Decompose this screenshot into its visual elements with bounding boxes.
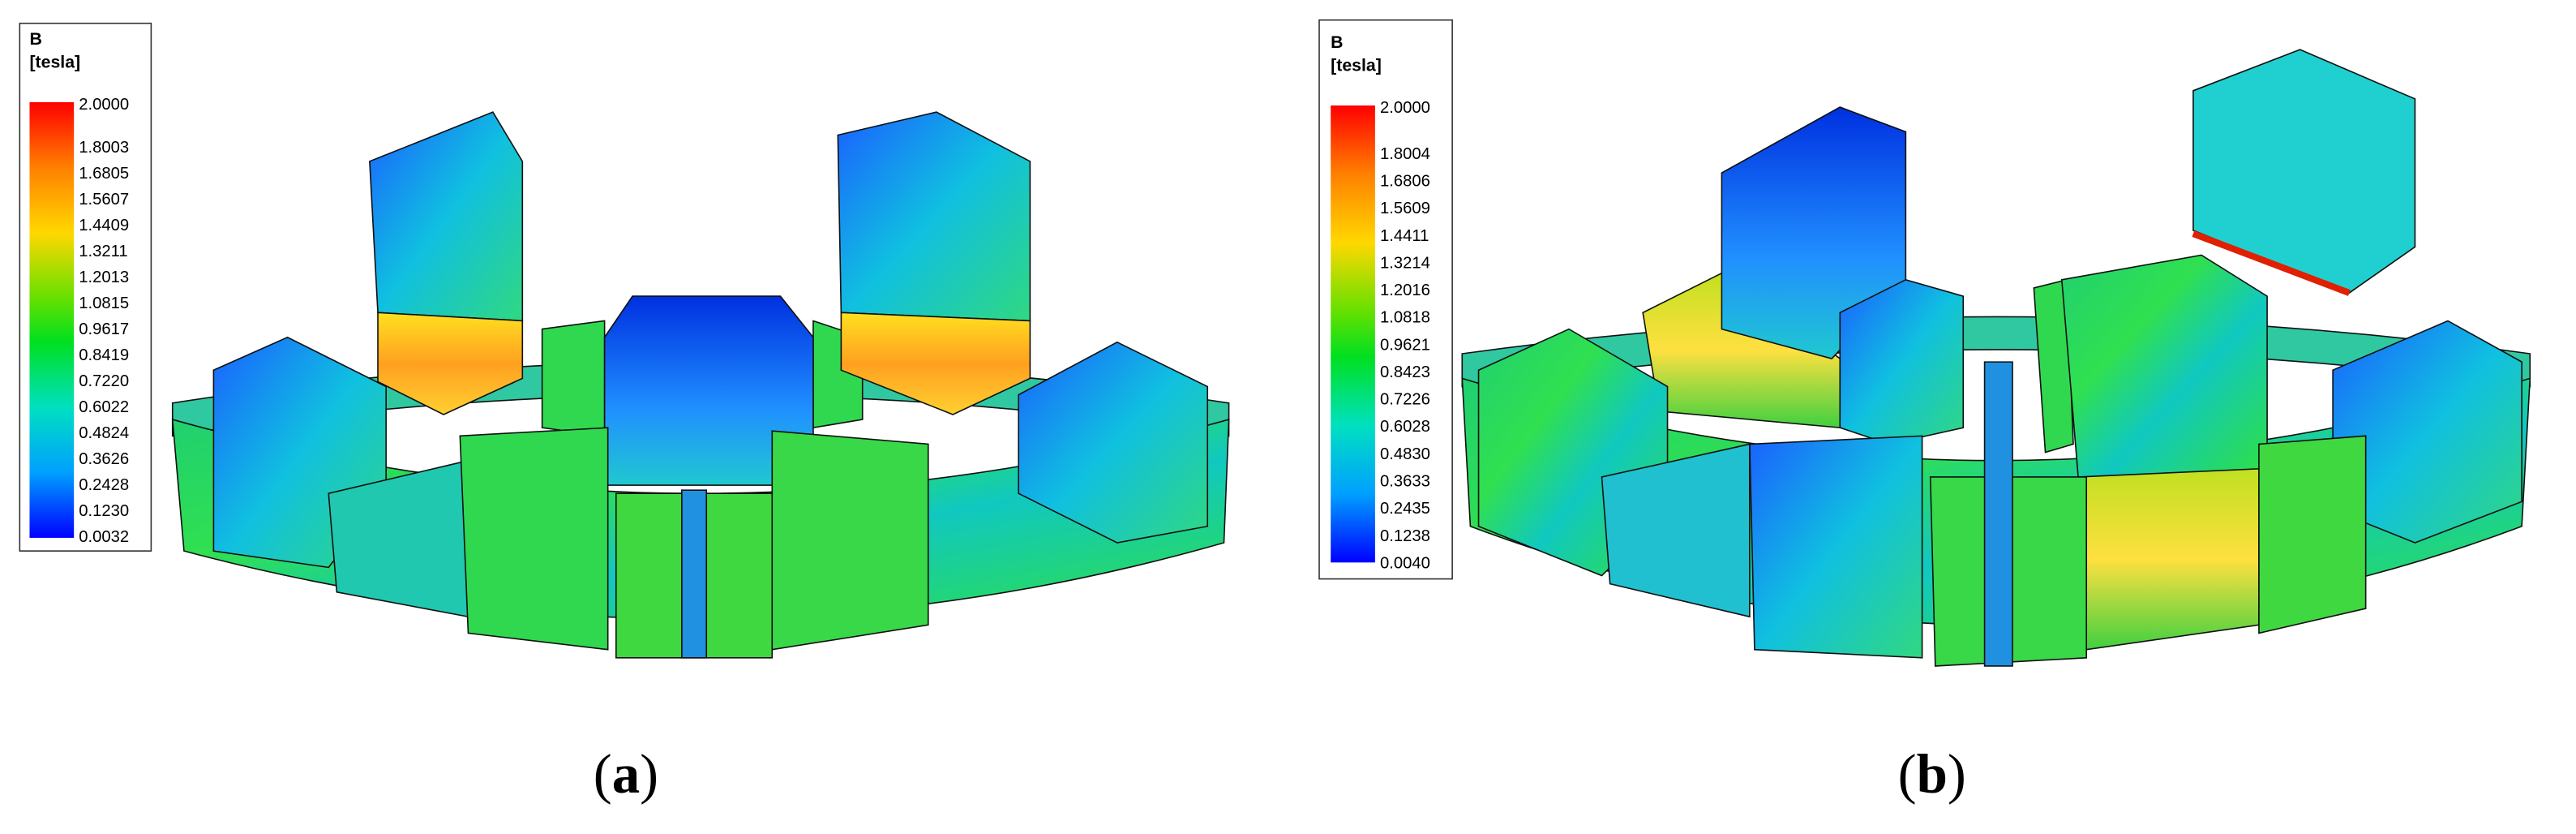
block	[541, 320, 606, 437]
legend-a: B [tesla] 2.0000 1.8003 1.6805 1.5607 1.4409…	[19, 22, 152, 552]
block	[369, 111, 524, 322]
legend-label: 0.6022	[79, 398, 129, 416]
legend-label: 0.4824	[79, 424, 129, 442]
legend-label: 0.9617	[79, 320, 129, 338]
legend-label: 1.5609	[1380, 200, 1430, 217]
legend-label: 1.5607	[79, 191, 129, 208]
legend-label: 0.2435	[1380, 500, 1430, 518]
legend-label: 0.3633	[1380, 473, 1430, 491]
block	[1018, 341, 1209, 544]
block	[2077, 467, 2260, 651]
legend-unit: [tesla]	[1331, 55, 1382, 75]
legend-label: 0.0040	[1380, 554, 1430, 572]
legend-label: 0.8423	[1380, 363, 1430, 381]
block	[459, 427, 609, 651]
legend-label: 1.3214	[1380, 254, 1430, 272]
block	[2033, 278, 2074, 454]
legend-label: 1.0815	[79, 294, 129, 312]
legend-label: 1.8004	[1380, 145, 1430, 163]
legend-label: 1.8003	[79, 139, 129, 157]
block	[2258, 435, 2367, 634]
legend-label: 1.6805	[79, 165, 129, 183]
block	[840, 312, 1031, 415]
legend-label: 0.3626	[79, 450, 129, 468]
block	[377, 312, 524, 415]
model-b	[1461, 49, 2531, 667]
legend-label: 0.1230	[79, 502, 129, 520]
block	[1983, 361, 2013, 667]
legend-label: 1.4411	[1380, 227, 1429, 245]
caption-open: (	[1898, 743, 1917, 805]
caption-open: (	[594, 743, 612, 805]
caption: (b)	[1898, 743, 1966, 805]
legend-label: 0.1238	[1380, 527, 1430, 545]
legend-label: 0.9621	[1380, 336, 1430, 354]
legend-label: 0.7220	[79, 372, 129, 390]
caption-close: )	[640, 743, 658, 805]
block	[2060, 254, 2268, 478]
caption-close: )	[1948, 743, 1966, 805]
legend-label: 0.6028	[1380, 418, 1430, 436]
block	[1601, 443, 1751, 618]
legend-label: 2.0000	[1380, 99, 1430, 117]
legend-label: 1.6806	[1380, 173, 1430, 191]
saturation-band	[2192, 230, 2351, 296]
legend-label: 1.4409	[79, 217, 129, 234]
legend-label: 0.2428	[79, 476, 129, 494]
block	[681, 489, 708, 659]
legend-label: 1.2013	[79, 269, 129, 286]
caption-letter: b	[1917, 743, 1948, 805]
caption: (a)	[594, 743, 658, 805]
block	[2192, 49, 2416, 294]
legend-label: 1.3211	[79, 243, 127, 260]
color-bar	[1331, 105, 1375, 563]
legend-unit: [tesla]	[29, 52, 80, 71]
caption-letter: a	[612, 743, 640, 805]
legend-label: 0.7226	[1380, 391, 1430, 409]
color-bar	[29, 101, 75, 538]
legend-label: 1.0818	[1380, 309, 1430, 327]
model-a	[171, 111, 1230, 659]
block	[771, 430, 929, 651]
legend-label: 2.0000	[79, 96, 129, 114]
legend-title: B	[1331, 32, 1343, 52]
legend-label: 0.0032	[79, 528, 129, 546]
block	[837, 111, 1031, 322]
legend-label: 1.2016	[1380, 282, 1430, 299]
legend-b: B [tesla] 2.0000 1.8004 1.6806 1.5609 1.4411…	[1318, 19, 1453, 580]
legend-title: B	[29, 29, 41, 49]
block	[1839, 278, 1965, 445]
legend-label: 0.4830	[1380, 445, 1430, 463]
legend-label: 0.8419	[79, 346, 129, 364]
block	[1749, 435, 1923, 659]
